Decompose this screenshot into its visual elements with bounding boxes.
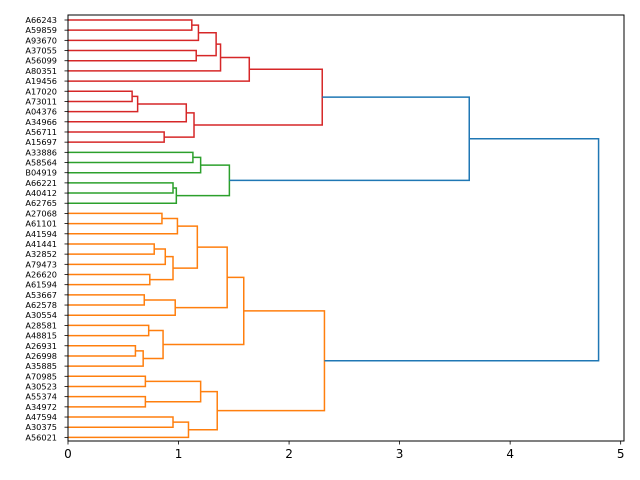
leaf-label: A66221	[25, 178, 57, 188]
leaf-label: A41594	[25, 229, 57, 239]
dendrogram-link-1	[68, 24, 200, 42]
leaf-label: A17020	[25, 86, 57, 96]
leaf-label: A56711	[25, 127, 57, 137]
leaf-label: A35885	[25, 361, 57, 371]
leaf-label: A32852	[25, 249, 57, 259]
dendrogram-link-29	[68, 345, 137, 357]
dendrogram-link-13	[68, 156, 202, 174]
dendrogram-link-27	[175, 246, 228, 309]
leaf-label: A73011	[25, 96, 57, 106]
x-tick-label: 1	[175, 447, 183, 461]
leaf-label: A53667	[25, 290, 57, 300]
dendrogram-link-15	[68, 187, 178, 204]
leaf-label: A79473	[25, 259, 57, 269]
dendrogram-link-38	[188, 390, 218, 431]
dendrogram-link-5	[68, 56, 251, 82]
dendrogram-link-34	[68, 395, 147, 408]
dendrogram-links	[68, 19, 600, 439]
leaf-labels: A66243A59859A93670A37055A56099A80351A194…	[25, 15, 68, 442]
dendrogram-link-7	[68, 95, 139, 113]
dendrogram-link-19	[68, 217, 179, 235]
dendrogram-link-9	[68, 131, 165, 143]
dendrogram-link-6	[68, 90, 133, 103]
leaf-label: A61101	[25, 219, 57, 229]
dendrogram-link-33	[68, 375, 147, 388]
leaf-label: A56099	[25, 56, 57, 66]
leaf-label: A30375	[25, 422, 57, 432]
dendrogram-link-16	[176, 164, 231, 197]
dendrogram-link-14	[68, 182, 174, 194]
x-tick-label: 3	[396, 447, 404, 461]
dendrogram-link-8	[68, 103, 188, 123]
dendrogram-link-21	[68, 248, 167, 266]
leaf-label: A55374	[25, 392, 57, 402]
dendrogram-link-3	[196, 31, 217, 57]
x-axis: 0 1 2 3 4 5	[64, 441, 625, 461]
dendrogram-link-22	[68, 273, 151, 286]
leaf-label: A61594	[25, 280, 57, 290]
leaf-label: A47594	[25, 412, 57, 422]
dendrogram-link-35	[145, 380, 202, 403]
dendrogram-link-25	[68, 294, 146, 306]
leaf-label: A66243	[25, 15, 57, 25]
leaf-label: A15697	[25, 137, 57, 147]
dendrogram-link-18	[68, 212, 163, 225]
dendrogram-link-12	[68, 151, 194, 164]
dendrogram-link-28	[68, 324, 150, 337]
dendrogram-link-37	[68, 421, 190, 439]
leaf-label: A28581	[25, 320, 57, 330]
leaf-label: A56021	[25, 432, 57, 442]
dendrogram-link-17	[229, 96, 470, 182]
leaf-label: A26620	[25, 270, 57, 280]
leaf-label: A93670	[25, 35, 57, 45]
leaf-label: A80351	[25, 66, 57, 76]
leaf-label: A48815	[25, 331, 57, 341]
dendrogram-link-0	[68, 19, 193, 31]
dendrogram-link-4	[68, 43, 222, 72]
dendrogram-link-11	[194, 68, 323, 126]
leaf-label: A26998	[25, 351, 57, 361]
leaf-label: A37055	[25, 46, 57, 56]
dendrogram-link-39	[217, 310, 326, 412]
x-tick-label: 4	[506, 447, 514, 461]
dendrogram-link-40	[324, 137, 600, 362]
leaf-label: A41441	[25, 239, 57, 249]
leaf-label: A34972	[25, 402, 57, 412]
leaf-label: A30554	[25, 310, 57, 320]
leaf-label: A19456	[25, 76, 57, 86]
dendrogram-link-32	[163, 276, 245, 346]
x-tick-label: 5	[617, 447, 625, 461]
leaf-label: A59859	[25, 25, 57, 35]
dendrogram-link-10	[164, 112, 195, 138]
leaf-label: A04376	[25, 107, 57, 117]
dendrogram-link-2	[68, 49, 197, 62]
leaf-label: A30523	[25, 381, 57, 391]
dendrogram-link-30	[68, 350, 144, 367]
x-tick-label: 0	[64, 447, 72, 461]
leaf-label: A33886	[25, 147, 57, 157]
dendrogram-link-20	[68, 243, 155, 255]
leaf-label: A62765	[25, 198, 57, 208]
leaf-label: B04919	[25, 168, 57, 178]
leaf-label: A34966	[25, 117, 57, 127]
leaf-label: A70985	[25, 371, 57, 381]
dendrogram-link-26	[68, 299, 176, 316]
dendrogram-link-31	[143, 329, 164, 360]
leaf-label: A26931	[25, 341, 57, 351]
dendrogram-link-24	[173, 225, 199, 269]
leaf-label: A27068	[25, 208, 57, 218]
dendrogram-link-23	[149, 255, 174, 281]
leaf-label: A40412	[25, 188, 57, 198]
x-tick-label: 2	[285, 447, 293, 461]
leaf-label: A58564	[25, 158, 57, 168]
leaf-label: A62578	[25, 300, 57, 310]
dendrogram-link-36	[68, 416, 174, 428]
plot-frame	[67, 14, 625, 442]
